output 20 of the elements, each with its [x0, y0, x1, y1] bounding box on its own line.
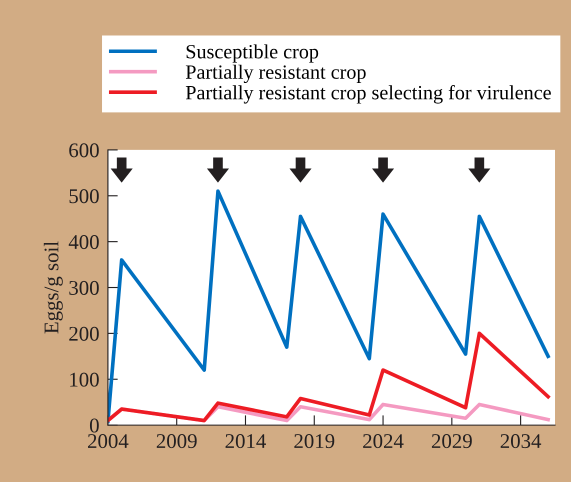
y-tick-label: 500 — [70, 189, 99, 204]
line-series — [108, 332, 550, 422]
y-tick-label: 0 — [90, 418, 99, 433]
legend-label: Susceptible crop — [186, 44, 318, 63]
x-tick-label: 2004 — [88, 434, 128, 448]
x-tick-label: 2019 — [294, 434, 334, 448]
legend-label: Partially resistant crop — [186, 64, 366, 84]
y-tick-label: 300 — [69, 280, 99, 295]
x-tick-label: 2034 — [500, 434, 542, 448]
y-tick-label: 100 — [70, 372, 99, 387]
y-tick-label: 600 — [69, 143, 99, 158]
x-tick-label: 2014 — [226, 434, 266, 448]
x-tick-label: 2009 — [156, 434, 197, 448]
legend-label: Partially resistant crop selecting for virulence — [186, 85, 551, 104]
x-tick-label: 2024 — [363, 434, 404, 448]
y-tick-label: 200 — [69, 326, 99, 341]
y-tick-label: 400 — [68, 235, 99, 250]
y-axis-title: Eggs/g soil — [44, 241, 63, 334]
x-tick-label: 2029 — [432, 434, 472, 448]
line-series — [108, 189, 550, 424]
